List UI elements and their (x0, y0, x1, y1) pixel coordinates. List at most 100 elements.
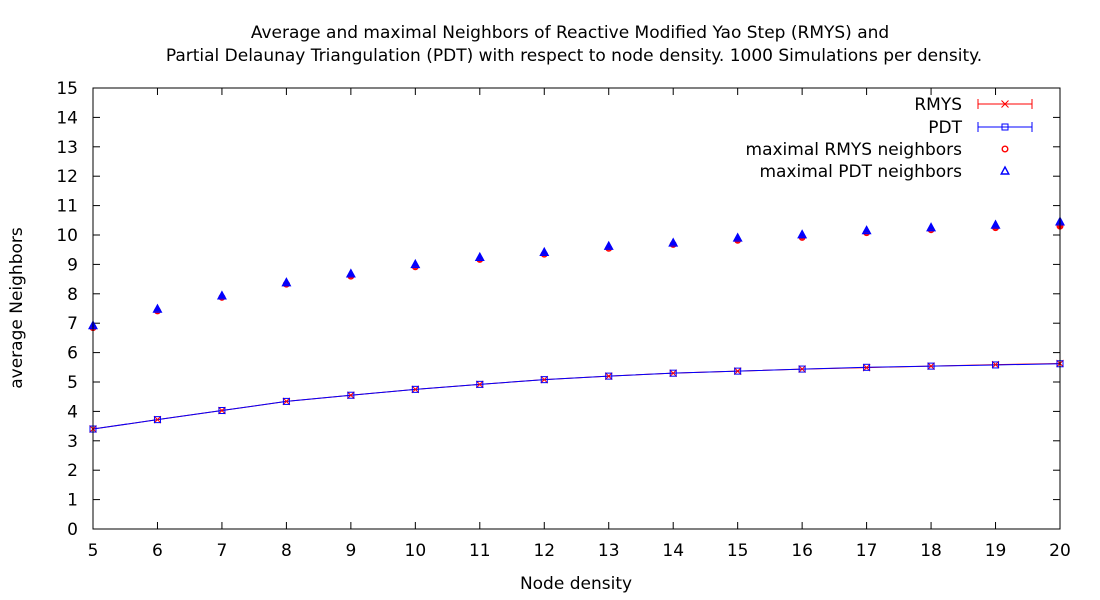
data-point-marker (474, 251, 485, 262)
data-point-marker (926, 222, 937, 232)
data-point-maximal-pdt-neighbors (990, 219, 1001, 229)
y-tick-label: 5 (67, 373, 78, 393)
y-tick-label: 7 (67, 314, 78, 334)
data-point-fill (412, 261, 419, 267)
x-tick-label: 12 (533, 541, 555, 561)
data-point-maximal-pdt-neighbors (216, 290, 227, 300)
data-point-fill (928, 224, 934, 230)
y-tick-label: 13 (56, 138, 78, 158)
data-point-rmys (347, 391, 355, 400)
y-tick-label: 9 (67, 255, 78, 275)
data-point-rmys (411, 385, 420, 394)
data-point-pdt (540, 376, 548, 384)
x-tick-label: 20 (1049, 541, 1071, 561)
data-point-pdt (476, 380, 484, 388)
data-point-pdt (734, 367, 742, 375)
data-point-marker (410, 258, 421, 269)
data-point-maximal-pdt-neighbors (410, 258, 421, 269)
data-point-maximal-pdt-neighbors (474, 251, 485, 262)
legend-label: maximal RMYS neighbors (746, 140, 963, 160)
x-tick-label: 8 (281, 541, 292, 561)
data-point-rmys (218, 406, 226, 415)
data-point-marker (797, 229, 808, 239)
data-point-pdt (798, 365, 806, 373)
data-point-fill (734, 234, 741, 241)
legend-marker (1001, 123, 1009, 131)
data-point-pdt (153, 416, 161, 424)
data-point-maximal-pdt-neighbors (732, 232, 743, 242)
chart-title-line-2: Partial Delaunay Triangulation (PDT) wit… (166, 46, 982, 66)
data-point-fill (992, 222, 999, 228)
data-point-maximal-pdt-neighbors (152, 303, 163, 313)
series-line-pdt (92, 363, 1061, 430)
legend-marker (1001, 145, 1009, 153)
data-point-rmys (475, 380, 484, 389)
data-point-rmys (604, 372, 613, 380)
x-tick-label: 18 (920, 541, 942, 561)
x-tick-label: 10 (405, 541, 427, 561)
data-point-maximal-pdt-neighbors (539, 246, 550, 257)
legend-marker (1001, 100, 1009, 108)
y-tick-label: 1 (67, 491, 78, 511)
y-tick-label: 4 (67, 402, 78, 422)
data-point-pdt (927, 362, 935, 370)
x-tick-label: 11 (469, 541, 491, 561)
data-point-rmys (733, 367, 742, 375)
legend-label: maximal PDT neighbors (759, 162, 962, 182)
data-point-maximal-pdt-neighbors (603, 240, 614, 250)
data-point-pdt (411, 385, 419, 393)
plot-frame (92, 87, 1061, 530)
data-point-rmys (282, 397, 291, 406)
data-point-rmys (798, 365, 806, 373)
data-point-maximal-pdt-neighbors (281, 277, 292, 287)
y-axis-title: average Neighbors (7, 227, 27, 389)
legend-label: PDT (928, 118, 962, 138)
x-tick-label: 7 (217, 541, 228, 561)
data-point-rmys (153, 415, 162, 424)
x-tick-label: 15 (727, 541, 749, 561)
series-line-rmys (92, 362, 1061, 430)
y-tick-label: 15 (56, 79, 78, 99)
data-point-pdt (863, 363, 871, 371)
data-point-marker (603, 240, 614, 250)
data-point-fill (219, 292, 225, 299)
y-tick-label: 12 (56, 167, 78, 187)
data-point-rmys (540, 375, 549, 384)
legend-label: RMYS (914, 95, 962, 115)
data-point-marker (152, 303, 163, 313)
data-point-pdt (605, 372, 613, 380)
data-point-marker (732, 232, 743, 242)
data-point-marker (861, 225, 872, 235)
data-point-fill (541, 249, 548, 255)
y-tick-label: 8 (67, 285, 78, 305)
data-point-marker (281, 277, 292, 287)
data-point-fill (477, 254, 483, 260)
data-point-marker (990, 219, 1001, 229)
data-point-rmys (669, 369, 678, 378)
x-tick-label: 17 (856, 541, 878, 561)
data-point-marker (668, 237, 679, 247)
x-tick-label: 19 (985, 541, 1007, 561)
data-point-fill (799, 231, 805, 237)
data-point-pdt (992, 361, 1000, 369)
data-point-fill (605, 243, 612, 249)
x-tick-label: 14 (662, 541, 684, 561)
data-point-marker (345, 268, 356, 278)
x-axis-title: Node density (520, 574, 632, 594)
data-point-fill (863, 227, 870, 233)
plot-area: 5 6 7 8 9 10 11 12 13 14 15 16 17 18 19 200123456789101… (56, 79, 1070, 561)
data-point-fill (283, 279, 290, 285)
data-point-rmys (927, 362, 935, 370)
data-point-marker (539, 246, 550, 257)
data-point-maximal-pdt-neighbors (345, 268, 356, 278)
y-tick-label: 2 (67, 461, 78, 481)
y-tick-label: 3 (67, 432, 78, 452)
data-point-pdt (282, 397, 290, 405)
data-point-maximal-pdt-neighbors (797, 229, 808, 239)
data-point-pdt (218, 407, 226, 415)
data-point-maximal-pdt-neighbors (861, 225, 872, 235)
data-point-pdt (347, 391, 355, 399)
y-tick-label: 14 (56, 108, 78, 128)
